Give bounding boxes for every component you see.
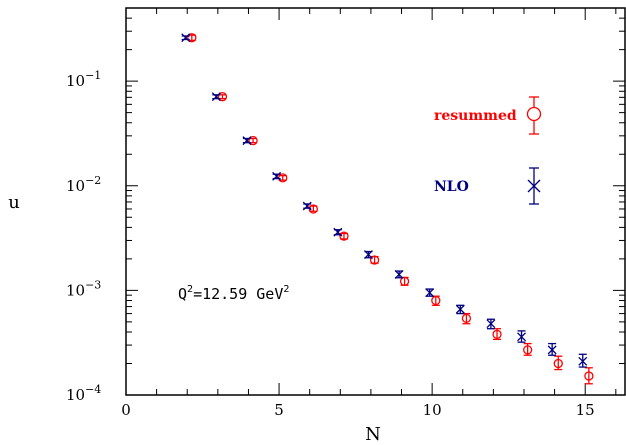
marker-circle: [461, 313, 472, 324]
x-axis-label: N: [365, 424, 381, 445]
marker-x: [486, 319, 496, 329]
series-resummed: [187, 33, 594, 385]
marker-x: [272, 171, 282, 181]
marker-circle: [339, 231, 349, 241]
marker-circle: [553, 358, 563, 369]
x-tick-label: 0: [121, 401, 131, 419]
marker-x: [425, 288, 435, 298]
y-axis-label: u: [8, 192, 20, 213]
data-point: [363, 250, 373, 260]
marker-x: [578, 356, 588, 366]
marker-x: [363, 250, 373, 260]
marker-circle: [399, 276, 410, 286]
x-tick-label: 10: [423, 401, 442, 419]
y-tick-labels: 10−4 10−3 10−2 10−1: [66, 69, 101, 404]
y-tick-label: 10−1: [66, 69, 101, 90]
data-point: [369, 255, 380, 265]
y-tick-label: 10−4: [66, 383, 101, 404]
data-point: [547, 342, 557, 356]
axis-ticks: [125, 7, 625, 396]
x-tick-label: 5: [274, 401, 284, 419]
marker-circle: [492, 329, 502, 339]
marker-x: [211, 92, 221, 102]
x-tick-label: 15: [576, 401, 595, 419]
x-tick-labels: 0 5 10 15: [121, 401, 595, 419]
marker-circle: [431, 295, 441, 306]
data-point: [272, 171, 282, 181]
q2-annotation-sup2: 2: [283, 284, 289, 295]
marker-x: [302, 201, 312, 211]
legend-label-resummed: resummed: [434, 108, 517, 124]
data-point: [399, 276, 410, 286]
data-point: [455, 304, 465, 315]
data-point: [211, 92, 221, 102]
q2-annotation-sup1: 2: [187, 284, 193, 295]
data-point: [486, 318, 496, 330]
marker-circle: [248, 135, 258, 146]
data-point: [339, 231, 349, 241]
q2-annotation-middle: =12.59 GeV: [193, 285, 283, 303]
marker-x: [517, 332, 526, 342]
marker-x: [455, 304, 465, 314]
marker-x: [547, 345, 557, 355]
marker-circle: [522, 345, 533, 355]
data-point: [522, 342, 533, 356]
data-point: [461, 312, 472, 325]
marker-circle: [369, 255, 380, 265]
y-tick-label: 10−2: [66, 174, 101, 195]
data-point: [394, 269, 404, 279]
legend-marker-resummed: [526, 96, 542, 135]
data-point: [425, 288, 435, 298]
data-marks: [181, 33, 594, 385]
data-point: [578, 353, 588, 368]
y-tick-label: 10−3: [66, 278, 101, 299]
marker-x: [242, 136, 252, 146]
data-point: [333, 227, 343, 237]
series-nlo: [181, 33, 588, 368]
data-point: [431, 295, 441, 306]
marker-circle: [217, 92, 228, 102]
data-point: [278, 173, 288, 183]
data-point: [302, 201, 312, 211]
marker-circle: [584, 371, 594, 381]
data-point: [584, 367, 594, 385]
marker-x: [333, 227, 343, 237]
data-point: [242, 136, 252, 146]
legend-label-nlo: NLO: [434, 179, 469, 195]
data-point: [492, 328, 502, 341]
marker-x: [394, 269, 404, 279]
q2-annotation: Q2=12.59 GeV2: [178, 284, 289, 303]
q2-annotation-prefix: Q: [178, 285, 187, 303]
legend-marker-nlo: [527, 167, 541, 205]
legend: resummed NLO: [434, 96, 542, 205]
data-point: [553, 355, 563, 371]
data-point: [517, 330, 526, 343]
data-point: [181, 33, 191, 43]
marker-circle: [187, 33, 197, 43]
marker-x: [181, 33, 191, 43]
plot-frame: [125, 7, 626, 396]
